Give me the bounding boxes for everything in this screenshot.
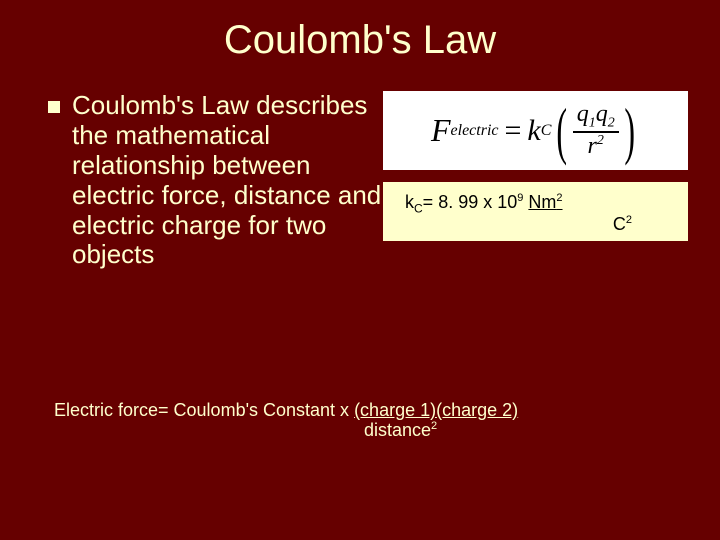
word-equation-line2: distance2 [54,420,518,441]
formula-equals: = [504,114,521,148]
formula-k: k [527,114,540,148]
constant-equals: = [423,192,439,212]
constant-unit-num: Nm2 [528,192,562,212]
q1-sub: 1 [589,115,596,130]
constant-k-sub: C [414,202,423,216]
unit-Nm-exp: 2 [556,192,562,204]
unit-C: C [613,214,626,234]
q1: q [577,101,589,127]
q2-sub: 2 [608,115,615,130]
bullet-block: Coulomb's Law describes the mathematical… [48,91,383,270]
word-eq-prefix: Electric force= Coulomb's Constant x [54,400,354,420]
constant-box: kC= 8. 99 x 109 Nm2 C2 [383,182,688,241]
constant-line2: C2 [405,214,674,235]
formula-numerator: q1q2 [573,101,619,131]
constant-line1: kC= 8. 99 x 109 Nm2 [405,192,674,216]
bullet-text: Coulomb's Law describes the mathematical… [72,91,383,270]
right-paren-icon: ) [624,102,635,160]
constant-k: k [405,192,414,212]
right-column: Felectric = kC ( q1q2 r2 ) kC= 8. 99 x 1… [383,91,688,270]
denom-power: 2 [597,133,604,148]
formula-box: Felectric = kC ( q1q2 r2 ) [383,91,688,170]
formula-F: F [431,112,451,149]
word-eq-charge2: (charge 2) [436,400,518,420]
word-equation: Electric force= Coulomb's Constant x (ch… [54,400,518,441]
denom-r: r [588,133,597,159]
word-eq-denom: distance [364,420,431,440]
formula-denominator: r2 [584,133,608,160]
unit-Nm: Nm [528,192,556,212]
formula-F-subscript: electric [451,122,499,140]
unit-C-exp: 2 [626,214,632,226]
left-paren-icon: ( [557,102,568,160]
content-row: Coulomb's Law describes the mathematical… [0,63,720,270]
slide-title: Coulomb's Law [0,0,720,63]
word-eq-denom-exp: 2 [431,420,437,432]
square-bullet-icon [48,101,60,113]
q2: q [596,101,608,127]
formula-fraction: q1q2 r2 [573,101,619,160]
word-eq-charge1: (charge 1) [354,400,436,420]
formula-k-subscript: C [541,122,552,140]
word-equation-line1: Electric force= Coulomb's Constant x (ch… [54,400,518,421]
constant-value: 8. 99 x 10 [438,192,517,212]
